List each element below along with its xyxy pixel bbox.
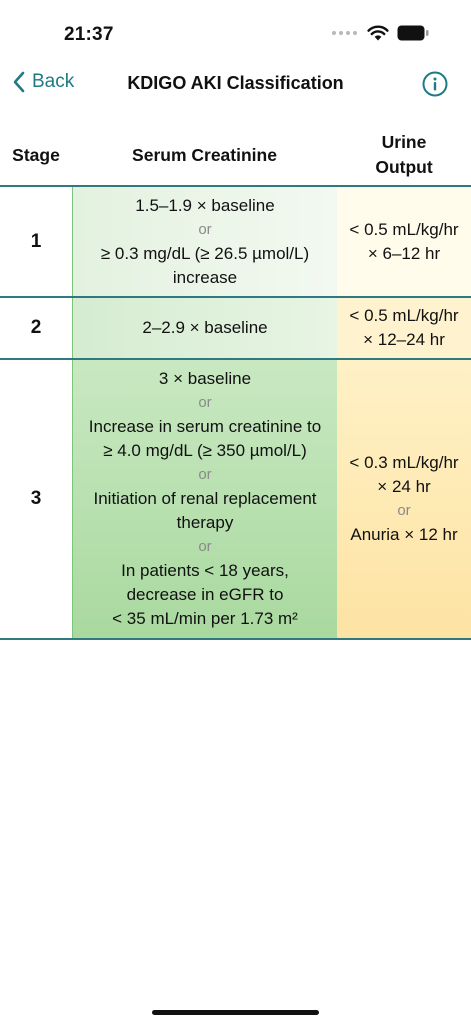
criteria-line: increase (172, 267, 238, 287)
serum-creatinine-criteria: 3 × baseline or Increase in serum creati… (72, 360, 337, 638)
table-row-stage-2: 2 2–2.9 × baseline < 0.5 mL/kg/hr × 12–2… (0, 298, 471, 358)
info-icon[interactable] (422, 71, 448, 97)
criteria-line: therapy (176, 513, 234, 532)
or-separator: or (198, 466, 212, 483)
stage-number: 1 (30, 230, 42, 252)
serum-creatinine-criteria: 2–2.9 × baseline (72, 298, 337, 358)
criteria-line: Anuria × 12 hr (350, 525, 458, 544)
criteria-line: Increase in serum creatinine to (88, 417, 322, 436)
urine-output-criteria: < 0.3 mL/kg/hr × 24 hr or Anuria × 12 hr (337, 360, 471, 638)
header-serum-label: Serum Creatinine (132, 144, 277, 165)
battery-icon (397, 25, 429, 41)
status-time: 21:37 (64, 24, 114, 45)
urine-output-criteria: < 0.5 mL/kg/hr × 6–12 hr (337, 187, 471, 296)
or-separator: or (198, 538, 212, 555)
status-bar: 21:37 (0, 0, 471, 60)
criteria-line: < 35 mL/min per 1.73 m² (112, 609, 298, 628)
criteria-line: < 0.3 mL/kg/hr (349, 453, 459, 472)
header-stage-label: Stage (12, 144, 60, 165)
header-urine-line1: Urine (381, 132, 427, 152)
criteria-line: In patients < 18 years, (121, 561, 289, 580)
criteria-line: × 12–24 hr (363, 330, 445, 349)
back-button[interactable]: Back (12, 70, 74, 94)
divider (0, 296, 471, 298)
criteria-line: × 24 hr (377, 477, 431, 496)
or-separator: or (397, 502, 411, 519)
criteria-line: ≥ 0.3 mg/dL (≥ 26.5 µmol/L) (100, 243, 310, 263)
criteria-line: Initiation of renal replacement (93, 489, 317, 508)
divider (0, 358, 471, 360)
criteria-line: 3 × baseline (158, 369, 252, 388)
criteria-line: 1.5–1.9 × baseline (135, 195, 275, 215)
cellular-signal-icon (332, 31, 357, 35)
divider (0, 185, 471, 187)
home-indicator[interactable] (152, 1010, 319, 1015)
criteria-line: × 6–12 hr (367, 243, 441, 263)
criteria-line: < 0.5 mL/kg/hr (349, 219, 459, 239)
table-row-stage-3: 3 3 × baseline or Increase in serum crea… (0, 360, 471, 638)
header-urine-line2: Output (375, 157, 433, 177)
page-title: KDIGO AKI Classification (127, 73, 344, 93)
wifi-icon (367, 25, 389, 41)
serum-creatinine-criteria: 1.5–1.9 × baseline or ≥ 0.3 mg/dL (≥ 26.… (72, 187, 337, 296)
or-separator: or (198, 220, 212, 238)
header-urine-output: Urine Output (337, 124, 471, 186)
navigation-bar: Back KDIGO AKI Classification (0, 60, 471, 110)
back-button-label: Back (32, 71, 75, 92)
urine-output-criteria: < 0.5 mL/kg/hr × 12–24 hr (337, 298, 471, 358)
criteria-line: < 0.5 mL/kg/hr (349, 306, 459, 325)
criteria-line: decrease in eGFR to (126, 585, 284, 604)
criteria-line: ≥ 4.0 mg/dL (≥ 350 µmol/L) (103, 441, 307, 460)
header-stage: Stage (0, 124, 72, 186)
or-separator: or (198, 394, 212, 411)
table-header: Stage Serum Creatinine Urine Output (0, 124, 471, 186)
stage-number: 2 (30, 317, 42, 338)
status-icons (332, 25, 429, 41)
stage-number: 3 (30, 488, 42, 509)
header-serum-creatinine: Serum Creatinine (72, 124, 337, 186)
chevron-left-icon (13, 71, 25, 93)
table-row-stage-1: 1 1.5–1.9 × baseline or ≥ 0.3 mg/dL (≥ 2… (0, 187, 471, 296)
criteria-line: 2–2.9 × baseline (142, 318, 268, 337)
divider (0, 638, 471, 640)
